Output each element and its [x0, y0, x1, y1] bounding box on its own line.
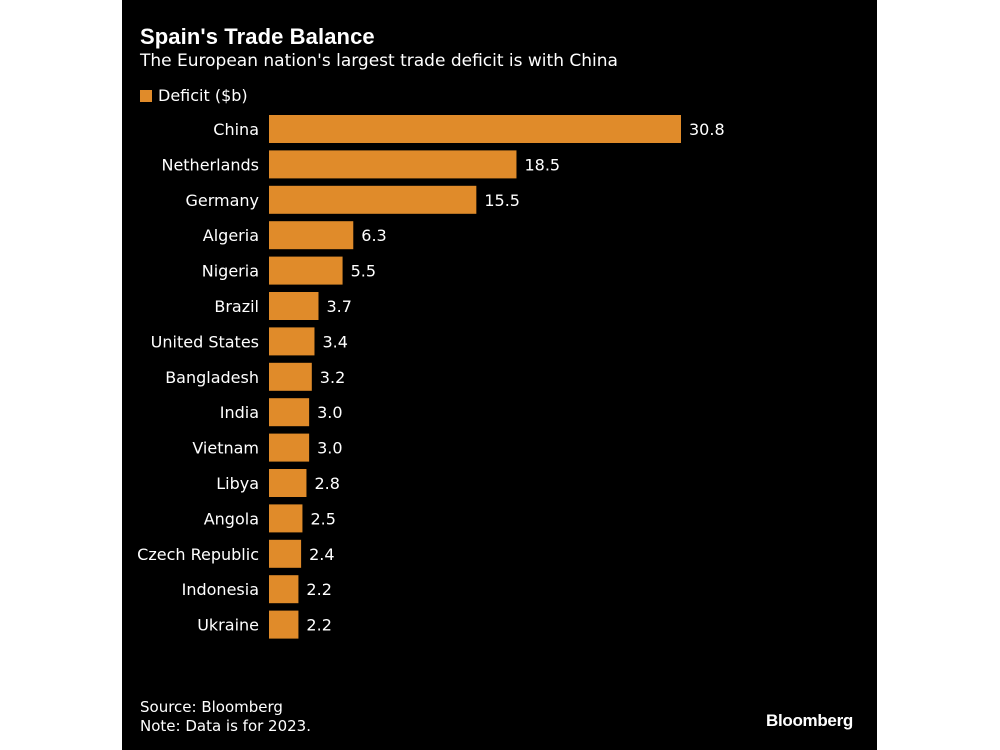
value-label: 3.2	[320, 368, 345, 387]
bar	[269, 221, 354, 250]
data-note: Note: Data is for 2023.	[140, 717, 311, 735]
bar	[269, 292, 319, 320]
category-label: Bangladesh	[165, 368, 259, 387]
category-label: Libya	[216, 474, 259, 493]
category-label: United States	[151, 332, 259, 351]
bar	[269, 256, 343, 285]
category-label: Angola	[204, 509, 259, 528]
legend-label: Deficit ($b)	[158, 86, 248, 105]
value-label: 2.5	[310, 509, 335, 528]
bar	[269, 610, 299, 639]
bar	[269, 327, 315, 356]
value-label: 3.4	[322, 332, 347, 351]
footer: Source: Bloomberg Note: Data is for 2023…	[140, 698, 311, 736]
category-label: Netherlands	[161, 155, 259, 174]
value-label: 2.2	[306, 616, 331, 635]
bar	[269, 433, 310, 462]
value-label: 30.8	[689, 120, 725, 139]
category-label: Ukraine	[197, 616, 259, 635]
bloomberg-logo: Bloomberg	[765, 711, 853, 730]
bar	[269, 539, 302, 568]
bar	[269, 469, 307, 497]
value-label: 2.4	[309, 545, 334, 564]
chart-panel: Spain's Trade Balance The European natio…	[122, 0, 877, 750]
value-label: 3.0	[317, 403, 342, 422]
value-label: 15.5	[484, 191, 520, 210]
value-label: 3.7	[326, 297, 351, 316]
legend-swatch	[140, 89, 152, 102]
category-label: India	[220, 403, 259, 422]
bar	[269, 185, 477, 214]
bar-chart: China 30.8 Netherlands 18.5 Germany 15.5 Alger…	[137, 115, 725, 639]
value-label: 2.2	[306, 580, 331, 599]
category-label: Algeria	[203, 226, 259, 245]
source-note: Source: Bloomberg	[140, 698, 283, 716]
value-label: 3.0	[317, 439, 342, 458]
bar	[269, 115, 681, 143]
bar	[269, 504, 303, 533]
bar	[269, 398, 310, 427]
category-label: Brazil	[214, 297, 259, 316]
category-label: Czech Republic	[137, 545, 259, 564]
category-label: Vietnam	[192, 439, 259, 458]
bar	[269, 362, 312, 391]
chart-title: Spain's Trade Balance	[140, 24, 375, 49]
category-label: Nigeria	[202, 262, 259, 281]
bar	[269, 150, 517, 179]
value-label: 2.8	[314, 474, 339, 493]
value-label: 18.5	[524, 155, 560, 174]
value-label: 6.3	[361, 226, 386, 245]
legend: Deficit ($b)	[140, 86, 248, 105]
bar	[269, 575, 299, 604]
category-label: Indonesia	[182, 580, 259, 599]
category-label: Germany	[185, 191, 259, 210]
category-label: China	[213, 120, 259, 139]
value-label: 5.5	[351, 262, 376, 281]
chart-subtitle: The European nation's largest trade defi…	[140, 51, 618, 71]
